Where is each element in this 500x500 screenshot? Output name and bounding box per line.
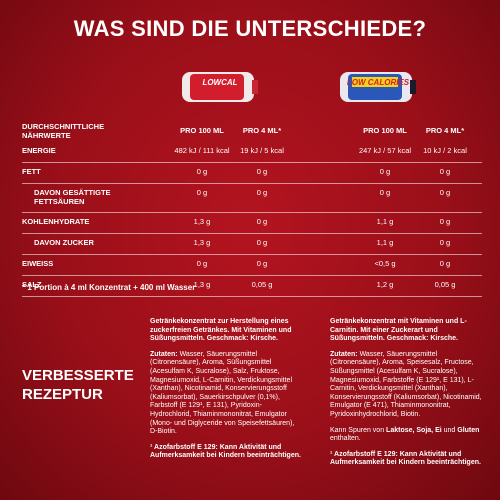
ingredients: Zutaten: Wasser, Säuerungsmittel (Citron… bbox=[330, 351, 482, 420]
table-row: DAVON GESÄTTIGTE FETTSÄUREN 0 g 0 g 0 g 0 g bbox=[22, 184, 482, 213]
cell: 0 g bbox=[196, 167, 208, 176]
cell: 1,1 g bbox=[376, 217, 394, 226]
right-description: Getränkekonzentrat mit Vitaminen und L-C… bbox=[330, 318, 482, 475]
ingredients-text: Wasser, Säuerungsmittel (Citronensäure),… bbox=[330, 350, 482, 418]
allergens: Kann Spuren von Laktose, Soja, Ei und Gl… bbox=[330, 427, 482, 444]
cell: 0 g bbox=[439, 217, 451, 226]
footnote: * 1 Portion à 4 ml Konzentrat + 400 ml W… bbox=[22, 283, 196, 292]
column-header: PRO 100 ML bbox=[363, 126, 407, 135]
table-row: EIWEISS 0 g 0 g <0,5 g 0 g bbox=[22, 255, 482, 276]
recipe-heading: VERBESSERTE REZEPTUR bbox=[22, 367, 134, 403]
ingredients-label: Zutaten: bbox=[330, 350, 358, 358]
left-description: Getränkekonzentrat zur Herstellung eines… bbox=[150, 318, 302, 468]
allergen-text: Laktose, Soja, Ei bbox=[386, 426, 442, 434]
bottle-shape bbox=[182, 72, 258, 102]
cell: 0 g bbox=[196, 188, 208, 197]
allergen-text: Gluten bbox=[457, 426, 480, 434]
ingredients: Zutaten: Wasser, Säuerungsmittel (Citron… bbox=[150, 351, 302, 437]
cell: 0 g bbox=[196, 259, 208, 268]
allergen-text: enthalten. bbox=[330, 435, 361, 443]
cell: <0,5 g bbox=[374, 259, 396, 268]
cell: 0 g bbox=[379, 188, 391, 197]
bottle-shape bbox=[340, 72, 416, 102]
cell: 0 g bbox=[256, 167, 268, 176]
allergen-text: und bbox=[441, 426, 458, 434]
cell: 0 g bbox=[439, 188, 451, 197]
cell: 1,3 g bbox=[193, 238, 211, 247]
cell: 1,3 g bbox=[193, 280, 211, 289]
cell: 10 kJ / 2 kcal bbox=[423, 146, 467, 155]
cell: 1,3 g bbox=[193, 217, 211, 226]
cell: 0 g bbox=[256, 217, 268, 226]
cell: 0 g bbox=[439, 167, 451, 176]
intro: Getränkekonzentrat mit Vitaminen und L-C… bbox=[330, 318, 467, 343]
table-row: DAVON ZUCKER 1,3 g 0 g 1,1 g 0 g bbox=[22, 234, 482, 255]
table-row: SALZ 1,3 g 0,05 g 1,2 g 0,05 g bbox=[22, 276, 482, 297]
table-row: FETT 0 g 0 g 0 g 0 g bbox=[22, 163, 482, 184]
warning: ¹ Azofarbstoff E 129: Kann Aktivität und… bbox=[150, 443, 301, 460]
cell: 0 g bbox=[256, 238, 268, 247]
cell: 1,2 g bbox=[376, 280, 394, 289]
cell: 0 g bbox=[256, 259, 268, 268]
cell: 0 g bbox=[439, 259, 451, 268]
cell: 0 g bbox=[379, 167, 391, 176]
table-row: KOHLENHYDRATE 1,3 g 0 g 1,1 g 0 g bbox=[22, 213, 482, 234]
row-label: FETT bbox=[22, 167, 41, 176]
cell: 19 kJ / 5 kcal bbox=[240, 146, 284, 155]
row-label: ENERGIE bbox=[22, 146, 56, 155]
column-header: PRO 4 ML* bbox=[242, 126, 282, 135]
row-label: DAVON ZUCKER bbox=[34, 238, 94, 247]
cell: 0,05 g bbox=[251, 280, 273, 289]
row-label: DAVON GESÄTTIGTE FETTSÄUREN bbox=[34, 188, 111, 206]
cell: 0 g bbox=[439, 238, 451, 247]
intro: Getränkekonzentrat zur Herstellung eines… bbox=[150, 318, 292, 343]
product-bottle: LOW CALORIES bbox=[338, 62, 418, 112]
column-header: PRO 4 ML* bbox=[425, 126, 465, 135]
nutrition-table: DURCHSCHNITTLICHE NÄHRWERTE PRO 100 ML PRO… bbox=[22, 118, 482, 297]
cell: 1,1 g bbox=[376, 238, 394, 247]
allergen-text: Kann Spuren von bbox=[330, 426, 387, 434]
row-label: SALZ bbox=[22, 280, 42, 289]
product-bottle: LOWCAL bbox=[180, 62, 260, 112]
row-label: EIWEISS bbox=[22, 259, 54, 268]
header-row: DURCHSCHNITTLICHE NÄHRWERTE PRO 100 ML PRO… bbox=[22, 118, 482, 142]
title: WAS SIND DIE UNTERSCHIEDE? bbox=[73, 16, 427, 41]
product-label: LOWCAL bbox=[202, 78, 238, 87]
cell: 0,05 g bbox=[434, 280, 456, 289]
product-label: LOW CALORIES bbox=[346, 78, 410, 87]
warning: ¹ Azofarbstoff E 129: Kann Aktivität und… bbox=[330, 450, 481, 467]
cell: 482 kJ / 111 kcal bbox=[174, 146, 230, 155]
cell: 0 g bbox=[256, 188, 268, 197]
table-row: ENERGIE 482 kJ / 111 kcal 19 kJ / 5 kcal 24… bbox=[22, 142, 482, 163]
ingredients-text: Wasser, Säuerungsmittel (Citronensäure),… bbox=[150, 350, 295, 436]
ingredients-label: Zutaten: bbox=[150, 350, 178, 358]
column-header: PRO 100 ML bbox=[180, 126, 224, 135]
row-label: DURCHSCHNITTLICHE NÄHRWERTE bbox=[22, 122, 105, 140]
cell: 247 kJ / 57 kcal bbox=[358, 146, 412, 155]
row-label: KOHLENHYDRATE bbox=[22, 217, 90, 226]
